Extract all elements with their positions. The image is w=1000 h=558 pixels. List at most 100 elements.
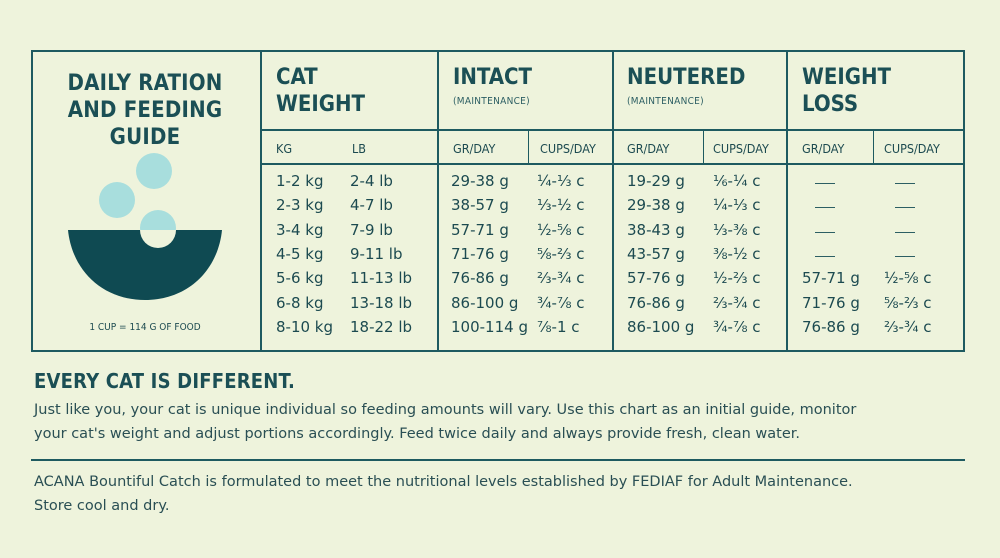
unit-neutered-gr: GR/DAY (627, 141, 670, 156)
table-cell-kg: 1-2 kg (276, 172, 324, 190)
table-cell-loss-gr: 71-76 g (802, 294, 860, 312)
kibble-icon (99, 182, 135, 218)
sub-divider (703, 130, 704, 164)
kibble-in-bowl-icon (140, 230, 176, 248)
unit-intact-gr: GR/DAY (453, 141, 496, 156)
cat-weight-header-line2: WEIGHT (276, 92, 366, 117)
intact-header: INTACT (453, 65, 533, 90)
feeding-advice-line1: Just like you, your cat is unique indivi… (34, 402, 857, 418)
weight-loss-header-line2: LOSS (802, 92, 859, 117)
empty-value-dash (895, 256, 915, 257)
table-cell-lb: 4-7 lb (350, 196, 393, 214)
guide-title-line1: DAILY RATION (67, 71, 223, 96)
table-cell-neut-cups: ⅙-¼ c (713, 172, 761, 190)
empty-value-dash (895, 207, 915, 208)
table-cell-loss-cups: ½-⅝ c (884, 269, 932, 287)
table-cell-kg: 4-5 kg (276, 245, 324, 263)
table-cell-neut-gr: 76-86 g (627, 294, 685, 312)
feeding-advice: Just like you, your cat is unique indivi… (34, 398, 964, 446)
table-cell-neut-gr: 38-43 g (627, 221, 685, 239)
table-cell-neut-gr: 57-76 g (627, 269, 685, 287)
unit-loss-gr: GR/DAY (802, 141, 845, 156)
sub-divider (873, 130, 874, 164)
table-cell-neut-cups: ½-⅔ c (713, 269, 761, 287)
table-cell-neut-gr: 86-100 g (627, 318, 695, 336)
table-cell-neut-cups: ⅔-¾ c (713, 294, 761, 312)
table-cell-neut-gr: 29-38 g (627, 196, 685, 214)
weight-loss-header-line1: WEIGHT (802, 65, 892, 90)
table-cell-loss-cups: ⅔-¾ c (884, 318, 932, 336)
cat-weight-header-line1: CAT (276, 65, 318, 90)
table-cell-neut-cups: ⅓-⅜ c (713, 221, 761, 239)
unit-divider (260, 163, 965, 165)
table-cell-intact-cups: ½-⅝ c (537, 221, 585, 239)
table-cell-neut-cups: ¼-⅓ c (713, 196, 761, 214)
bowl-icon (68, 230, 222, 300)
table-cell-loss-cups: ⅝-⅔ c (884, 294, 932, 312)
unit-intact-cups: CUPS/DAY (540, 141, 596, 156)
sub-divider (528, 130, 529, 164)
table-cell-kg: 3-4 kg (276, 221, 324, 239)
formulation-note-line1: ACANA Bountiful Catch is formulated to m… (34, 474, 853, 490)
table-cell-kg: 5-6 kg (276, 269, 324, 287)
table-cell-intact-gr: 86-100 g (451, 294, 519, 312)
guide-title: DAILY RATION AND FEEDING GUIDE (40, 70, 250, 151)
unit-neutered-cups: CUPS/DAY (713, 141, 769, 156)
guide-title-line2: AND FEEDING GUIDE (67, 98, 223, 150)
table-cell-lb: 7-9 lb (350, 221, 393, 239)
unit-kg: KG (276, 141, 293, 156)
unit-loss-cups: CUPS/DAY (884, 141, 940, 156)
col-divider (260, 50, 262, 352)
table-cell-lb: 9-11 lb (350, 245, 403, 263)
table-cell-lb: 2-4 lb (350, 172, 393, 190)
table-cell-neut-cups: ¾-⅞ c (713, 318, 761, 336)
table-cell-loss-gr: 57-71 g (802, 269, 860, 287)
formulation-note-line2: Store cool and dry. (34, 498, 170, 514)
table-cell-lb: 13-18 lb (350, 294, 413, 312)
table-cell-kg: 8-10 kg (276, 318, 334, 336)
table-cell-intact-cups: ¼-⅓ c (537, 172, 585, 190)
section-heading: EVERY CAT IS DIFFERENT. (34, 369, 295, 393)
empty-value-dash (895, 232, 915, 233)
intact-subheader: (MAINTENANCE) (453, 96, 530, 107)
food-bowl-icon (68, 153, 222, 300)
table-cell-intact-gr: 57-71 g (451, 221, 509, 239)
col-divider (612, 50, 614, 352)
unit-lb: LB (352, 141, 366, 156)
neutered-header: NEUTERED (627, 65, 746, 90)
weight-loss-header: WEIGHT LOSS (802, 64, 891, 118)
table-cell-intact-gr: 76-86 g (451, 269, 509, 287)
table-cell-neut-gr: 43-57 g (627, 245, 685, 263)
table-cell-neut-gr: 19-29 g (627, 172, 685, 190)
kibble-icon (136, 153, 172, 189)
table-cell-intact-cups: ¾-⅞ c (537, 294, 585, 312)
table-cell-neut-cups: ⅜-½ c (713, 245, 761, 263)
table-cell-intact-cups: ⅓-½ c (537, 196, 585, 214)
table-cell-intact-gr: 100-114 g (451, 318, 528, 336)
empty-value-dash (895, 183, 915, 184)
empty-value-dash (815, 256, 835, 257)
col-divider (786, 50, 788, 352)
empty-value-dash (815, 183, 835, 184)
formulation-note: ACANA Bountiful Catch is formulated to m… (34, 470, 964, 518)
empty-value-dash (815, 232, 835, 233)
table-cell-lb: 11-13 lb (350, 269, 413, 287)
table-cell-intact-gr: 71-76 g (451, 245, 509, 263)
col-divider (437, 50, 439, 352)
table-cell-loss-gr: 76-86 g (802, 318, 860, 336)
table-cell-intact-cups: ⅞-1 c (537, 318, 580, 336)
feeding-advice-line2: your cat's weight and adjust portions ac… (34, 426, 801, 442)
neutered-subheader: (MAINTENANCE) (627, 96, 704, 107)
header-divider (260, 129, 965, 131)
cup-conversion-note: 1 CUP = 114 G OF FOOD (89, 322, 201, 333)
feeding-table (31, 50, 965, 352)
table-cell-intact-cups: ⅝-⅔ c (537, 245, 585, 263)
table-cell-intact-gr: 29-38 g (451, 172, 509, 190)
table-cell-intact-gr: 38-57 g (451, 196, 509, 214)
table-cell-kg: 6-8 kg (276, 294, 324, 312)
table-cell-lb: 18-22 lb (350, 318, 413, 336)
section-divider (31, 459, 965, 461)
empty-value-dash (815, 207, 835, 208)
table-cell-kg: 2-3 kg (276, 196, 324, 214)
table-cell-intact-cups: ⅔-¾ c (537, 269, 585, 287)
